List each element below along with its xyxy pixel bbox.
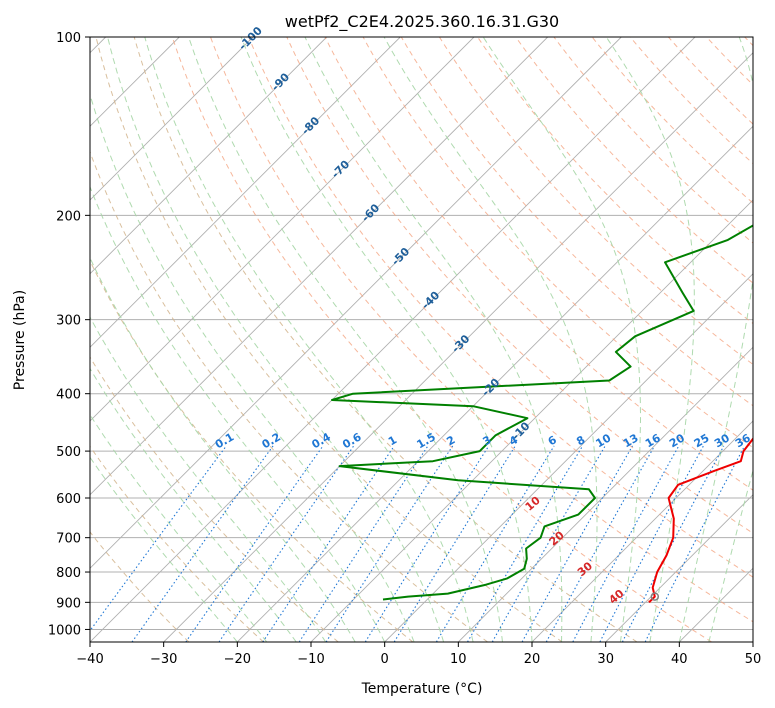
isotherm-line [90,37,328,275]
moist-adiabat-line [90,367,297,642]
y-tick-label: 600 [56,492,81,507]
moist-adiabat-line [90,185,386,642]
isotherm-line [163,52,753,642]
mixing-ratio-line [90,445,227,632]
x-tick-label: 30 [597,652,614,667]
dry-adiabat-line [90,531,190,642]
moist-adiabat-line [605,37,695,642]
x-tick-label: −30 [150,652,177,667]
moist-adiabat-line [90,256,356,642]
series-layer [331,224,753,604]
moist-adiabat-line [188,37,503,642]
mixing-ratio-line [467,445,584,642]
grid-layer [90,37,753,630]
dry-adiabat-line [286,37,753,534]
chart-title: wetPf2_C2E4.2025.360.16.31.G30 [285,12,559,32]
moist-adiabat-line [90,456,238,642]
y-tick-label: 100 [56,31,81,46]
x-tick-label: −40 [76,652,103,667]
x-tick-label: 20 [524,652,541,667]
x-axis-title: Temperature (°C) [361,681,483,697]
moist-adiabat-line [482,37,641,642]
x-tick-label: 50 [745,652,762,667]
x-tick-label: −10 [297,652,324,667]
y-tick-label: 200 [56,209,81,224]
y-tick-label: 400 [56,388,81,403]
mixing-ratio-line [599,445,704,642]
isotherm-line [752,641,753,642]
moist-adiabat-line [90,92,415,642]
y-tick-label: 700 [56,532,81,547]
plot-frame [89,36,754,643]
isotherm-line [90,37,254,201]
dry-adiabat-line [400,37,753,407]
y-axis-title: Pressure (hPa) [12,290,28,390]
moist-adiabat-line [90,316,327,642]
mixing-ratio-line [298,445,429,642]
mixing-ratio-line [131,445,274,642]
y-tick-label: 900 [56,596,81,611]
temperature-profile-line [648,437,753,604]
y-tick-label: 300 [56,314,81,329]
dry-adiabat-line [362,37,753,449]
moist-adiabat-line [678,37,753,642]
moist-adiabat-line [383,37,598,642]
parcel-marker [650,592,660,601]
dry-adiabat-line [95,37,563,642]
moist-adiabat-line [144,37,474,642]
x-tick-label: 40 [671,652,688,667]
y-tick-label: 500 [56,445,81,460]
moist-adiabat-line [240,37,533,642]
moist-adiabat-line [304,37,563,642]
dry-adiabat-line [324,37,753,491]
dry-adiabat-line [248,37,753,578]
isotherm-line [605,494,753,642]
isotherm-line [90,37,401,348]
mixing-ratio-layer [90,445,746,642]
dry-adiabat-layer [90,37,753,642]
mixing-ratio-line [545,445,656,642]
mixing-ratio-line [262,445,395,642]
mixing-ratio-line [644,445,746,642]
isotherm-line [236,125,753,642]
plot-background [90,37,753,642]
mixing-ratio-line [521,445,633,642]
moist-adiabat-layer [90,37,753,642]
y-tick-label: 1000 [48,623,81,638]
dry-adiabat-line [210,37,753,623]
moist-adiabat-line [107,37,445,642]
dry-adiabat-line [438,37,753,365]
y-tick-label: 800 [56,566,81,581]
isotherm-line [384,273,753,642]
dry-adiabat-line [133,37,638,642]
mixing-ratio-line [491,445,606,642]
dewpoint-profile-line [331,224,753,601]
mixing-ratio-line [325,445,454,642]
tick-layer: −40 −30 −20 −10 0 10 20 30 40 50 100 200 300 400 500 60… [48,31,761,667]
mixing-ratio-line [364,445,490,642]
mixing-ratio-line [572,445,680,642]
moist-adiabat-line [90,413,268,642]
x-tick-label: −20 [224,652,251,667]
isotherm-line [90,37,475,422]
x-tick-label: 0 [381,652,389,667]
dry-adiabat-line [90,356,339,642]
moist-adiabat-line [708,468,753,642]
isotherm-line [90,37,622,569]
x-tick-label: 10 [450,652,467,667]
mixing-ratio-line [621,445,725,642]
isotherm-line [90,37,696,642]
